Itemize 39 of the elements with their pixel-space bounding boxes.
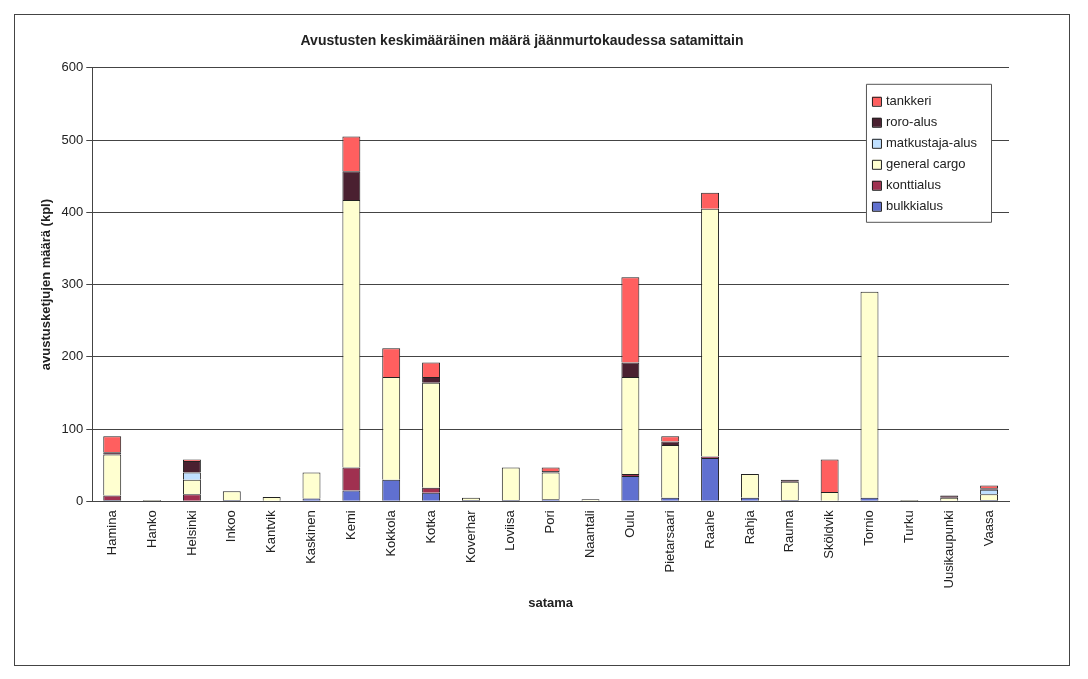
legend-label: bulkkialus xyxy=(885,198,944,214)
x-tick-label: Inkoo xyxy=(223,510,239,543)
chart-title: Avustusten keskimääräinen määrä jäänmurtokaudessa satamittain xyxy=(300,32,744,49)
x-tick-label: Hamina xyxy=(103,509,119,556)
y-tick-label: 300 xyxy=(61,276,84,292)
legend-label: konttialus xyxy=(885,177,942,193)
x-tick-label: Koverhar xyxy=(462,509,478,564)
y-tick-label: 100 xyxy=(61,420,84,436)
x-tick-label: Naantali xyxy=(582,510,598,559)
legend-label: tankkeri xyxy=(885,93,932,109)
x-tick-label: Rauma xyxy=(781,509,797,553)
y-tick-label: 200 xyxy=(61,348,84,364)
x-tick-label: Kokkola xyxy=(382,509,398,557)
x-tick-label: Kotka xyxy=(422,509,438,544)
y-tick-label: 600 xyxy=(61,59,84,75)
x-tick-label: Helsinki xyxy=(183,510,199,556)
x-tick-label: Oulu xyxy=(621,510,637,538)
x-tick-label: Sköldvik xyxy=(821,509,837,559)
x-tick-label: Rahja xyxy=(741,509,757,545)
x-tick-label: Turku xyxy=(900,510,916,544)
x-tick-label: Hanko xyxy=(143,510,159,548)
legend-label: roro-alus xyxy=(885,114,938,130)
x-tick-label: Raahe xyxy=(701,510,717,549)
x-tick-label: Kemi xyxy=(342,510,358,540)
y-tick-label: 0 xyxy=(76,492,84,508)
legend-label: general cargo xyxy=(885,156,966,172)
y-tick-label: 400 xyxy=(61,203,84,219)
legend-label: matkustaja-alus xyxy=(885,135,978,151)
x-tick-label: Loviisa xyxy=(502,509,518,551)
y-axis-title: avustusketjujen määrä (kpl) xyxy=(38,198,54,371)
x-tick-label: Kaskinen xyxy=(303,510,319,564)
x-axis-title: satama xyxy=(528,594,574,610)
x-tick-label: Tornio xyxy=(861,510,877,546)
y-tick-label: 500 xyxy=(61,131,84,147)
x-tick-label: Pori xyxy=(542,510,558,534)
x-tick-label: Vaasa xyxy=(980,509,996,547)
x-tick-label: Kantvik xyxy=(263,509,279,553)
x-tick-label: Pietarsaari xyxy=(661,510,677,573)
x-tick-label: Uusikaupunki xyxy=(940,510,956,589)
